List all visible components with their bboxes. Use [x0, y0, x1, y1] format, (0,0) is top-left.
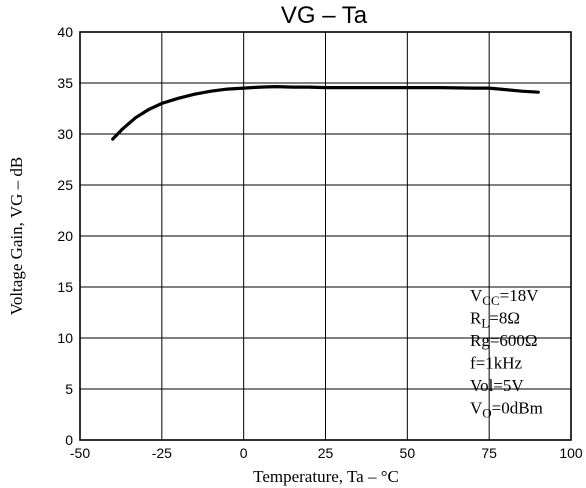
y-tick-label: 20	[57, 228, 73, 244]
x-tick-label: 50	[400, 445, 416, 461]
x-tick-label: -50	[70, 445, 90, 461]
x-axis-label: Temperature, Ta – °C	[253, 467, 399, 486]
y-axis-label: Voltage Gain, VG – dB	[7, 157, 26, 316]
y-tick-label: 10	[57, 330, 73, 346]
plot-frame	[79, 31, 572, 441]
y-tick-label: 30	[57, 126, 73, 142]
x-tick-label: 75	[481, 445, 497, 461]
series-line	[111, 85, 540, 141]
y-tick-label: 15	[57, 279, 73, 295]
condition-text: VO=0dBm	[470, 399, 543, 421]
condition-text: f=1kHz	[470, 354, 523, 373]
x-tick-label: 0	[240, 445, 248, 461]
condition-text: Vol=5V	[470, 376, 524, 395]
y-tick-label: 40	[57, 24, 73, 40]
chart-title: VG – Ta	[281, 2, 368, 29]
x-tick-label: 100	[559, 445, 583, 461]
y-tick-label: 5	[65, 381, 73, 397]
y-tick-label: 25	[57, 177, 73, 193]
x-tick-labels: -50 -25 0 25 50 75 100	[70, 445, 583, 461]
x-tick-label: -25	[152, 445, 172, 461]
condition-text: Rg=600Ω	[470, 331, 538, 350]
condition-text: RL=8Ω	[470, 309, 520, 331]
x-tick-label: 25	[318, 445, 334, 461]
condition-text: VCC=18V	[470, 286, 539, 308]
y-tick-labels: 0 5 10 15 20 25 30 35 40	[57, 24, 73, 448]
y-tick-label: 0	[65, 432, 73, 448]
grid	[80, 32, 571, 440]
y-tick-label: 35	[57, 75, 73, 91]
